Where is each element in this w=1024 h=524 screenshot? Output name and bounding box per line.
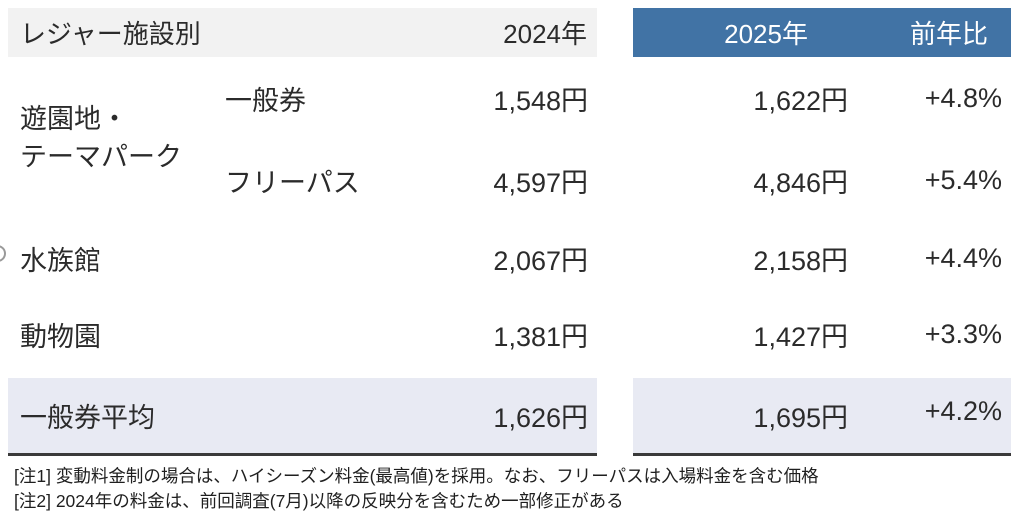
price-2025-freepass: 4,846円 [753, 167, 848, 198]
header-col-yoy: 前年比 [909, 19, 988, 49]
facility-label-aquarium: 水族館 [20, 245, 101, 276]
table-header-left: レジャー施設別 2024年 [8, 8, 597, 57]
facility-label-line2: テーマパーク [20, 141, 182, 172]
header-col-2024: 2024年 [503, 19, 587, 49]
yoy-freepass: +5.4% [924, 164, 1002, 195]
ticket-type-standard: 一般券 [225, 86, 306, 116]
footnote-2: [注2] 2024年の料金は、前回調査(7月)以降の反映分を含むため一部修正があ… [14, 490, 624, 511]
yoy-aquarium: +4.4% [924, 242, 1002, 273]
price-2024-aquarium: 2,067円 [493, 245, 588, 276]
header-category-label: レジャー施設別 [20, 19, 201, 49]
facility-label-amusement-park: 遊園地・ テーマパーク [8, 57, 225, 220]
price-2025-standard: 1,622円 [753, 86, 848, 116]
footer-price-2024: 1,626円 [493, 403, 588, 433]
footnotes: [注1] 変動料金制の場合は、ハイシーズン料金(最高値)を採用。なお、フリーパス… [14, 464, 819, 514]
header-col-2025: 2025年 [724, 19, 808, 49]
footer-yoy: +4.2% [924, 396, 1002, 426]
footer-average-label: 一般券平均 [20, 403, 155, 433]
table-header-right: 2025年 前年比 [633, 8, 1011, 57]
ticket-type-freepass: フリーパス [225, 167, 360, 198]
footer-average-right: 1,695円 +4.2% [633, 378, 1011, 456]
price-table: レジャー施設別 2024年 2025年 前年比 遊園地・ テーマパーク 一般券 … [8, 8, 1011, 456]
facility-label-zoo: 動物園 [20, 321, 101, 352]
price-2024-standard: 1,548円 [493, 86, 588, 116]
footnote-1: [注1] 変動料金制の場合は、ハイシーズン料金(最高値)を採用。なお、フリーパス… [14, 466, 819, 486]
price-2024-zoo: 1,381円 [493, 321, 588, 352]
price-2025-aquarium: 2,158円 [753, 245, 848, 276]
facility-label-line1: 遊園地・ [20, 103, 128, 134]
yoy-standard: +4.8% [924, 83, 1002, 113]
price-2024-freepass: 4,597円 [493, 167, 588, 198]
footer-price-2025: 1,695円 [753, 403, 848, 433]
price-2025-zoo: 1,427円 [753, 321, 848, 352]
footer-average-left: 一般券平均 1,626円 [8, 378, 597, 456]
yoy-zoo: +3.3% [924, 318, 1002, 349]
crop-artifact-arc [0, 245, 6, 262]
